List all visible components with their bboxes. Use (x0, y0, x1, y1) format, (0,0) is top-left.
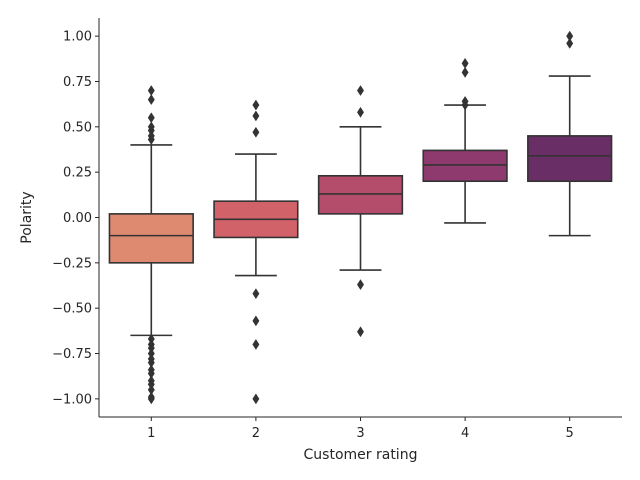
outlier-point (357, 279, 364, 291)
y-tick-label: 0.25 (63, 166, 92, 181)
box-group-2 (213, 99, 299, 405)
outlier-point (252, 393, 260, 405)
x-tick-label: 4 (461, 426, 469, 441)
outlier-point (357, 326, 364, 338)
outlier-point (566, 37, 574, 49)
y-tick-label: −0.25 (52, 256, 92, 271)
y-tick-label: −0.75 (52, 347, 92, 362)
box-group-3 (317, 85, 404, 338)
box-group-1 (108, 85, 194, 405)
x-tick-label: 2 (252, 426, 260, 441)
outlier-point (357, 85, 364, 97)
box (527, 135, 613, 183)
outlier-point (252, 110, 260, 122)
outlier-point (252, 315, 260, 327)
box (108, 213, 194, 264)
outlier-point (461, 99, 469, 111)
outlier-point (147, 134, 155, 145)
y-axis-label: Polarity (19, 191, 35, 243)
x-tick-label: 1 (147, 426, 155, 441)
y-tick-label: −1.00 (52, 392, 92, 407)
box (317, 174, 404, 215)
outlier-point (357, 106, 364, 118)
plot-area (108, 30, 613, 405)
outlier-point (252, 288, 260, 300)
outlier-point (461, 66, 469, 78)
box-group-5 (527, 30, 613, 237)
x-tick-label: 5 (566, 426, 574, 441)
outlier-point (147, 112, 155, 124)
outlier-point (252, 126, 260, 138)
y-tick-label: 0.50 (63, 120, 92, 135)
outlier-point (252, 338, 260, 350)
y-tick-label: −0.50 (52, 302, 92, 317)
outlier-point (147, 393, 155, 405)
y-tick-label: 0.75 (63, 75, 92, 90)
box-group-4 (422, 57, 508, 224)
y-tick-label: 1.00 (63, 30, 92, 45)
axes: −1.00 −0.75 −0.50 −0.25 0.00 0.25 0.50 0.75 1.00… (52, 30, 574, 441)
outlier-point (147, 85, 155, 97)
y-tick-label: 0.00 (63, 211, 92, 226)
x-axis-label: Customer rating (304, 447, 418, 463)
x-tick-label: 3 (356, 426, 364, 441)
outlier-point (252, 99, 260, 111)
outlier-point (461, 57, 469, 69)
outlier-point (147, 94, 155, 106)
box (422, 149, 508, 183)
